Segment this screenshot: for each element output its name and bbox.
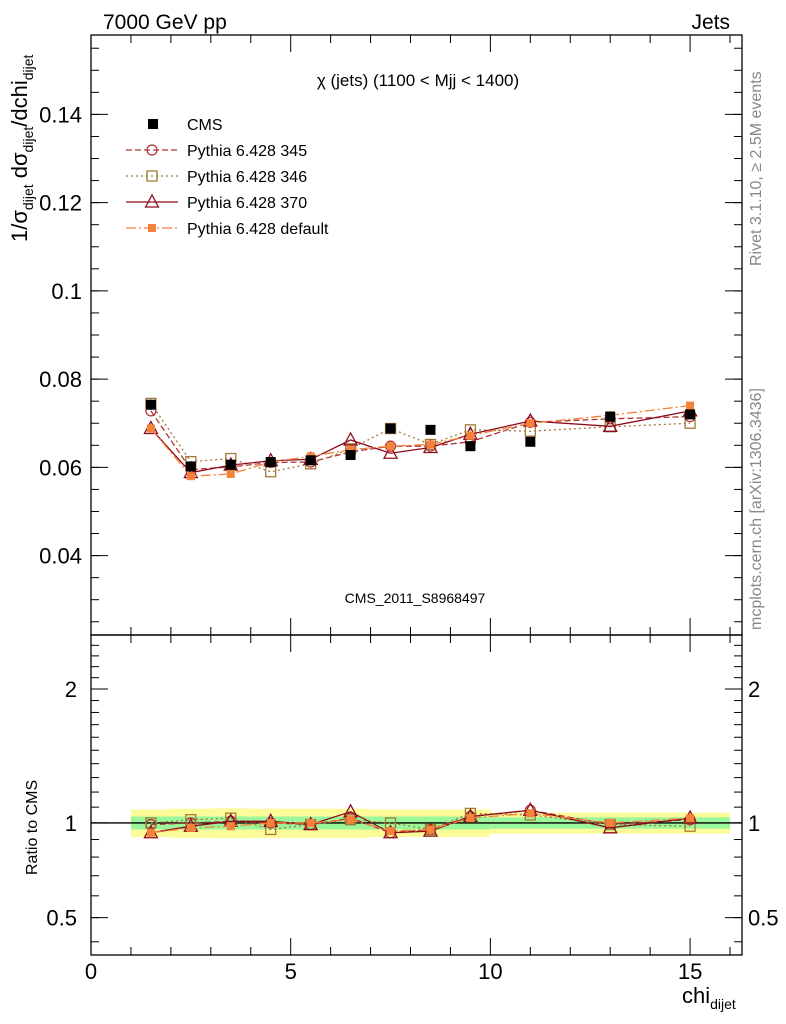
header-left: 7000 GeV pp — [103, 11, 227, 34]
ratio-series-marker — [686, 814, 695, 823]
x-tick-label: 15 — [678, 959, 702, 984]
ratio-series-marker — [186, 823, 195, 832]
ratio-series-line — [150, 812, 691, 834]
header-right: Jets — [691, 11, 730, 34]
legend-marker — [148, 224, 156, 232]
ratio-y-tick-label-right: 1 — [748, 811, 760, 836]
main-y-tick-label: 0.14 — [39, 102, 82, 127]
ratio-series-marker — [386, 827, 395, 836]
legend-marker — [146, 170, 158, 182]
main-y-tick-label: 0.12 — [39, 191, 82, 216]
cms-point — [345, 450, 356, 460]
legend-label: Pythia 6.428 346 — [187, 169, 307, 186]
cms-point — [385, 423, 396, 434]
legend-marker — [144, 193, 160, 208]
cms-point — [265, 457, 276, 468]
ratio-series-marker — [146, 828, 155, 837]
y-axis-title: 1/σdijet dσdijet/dchidijet — [7, 54, 36, 242]
legend: CMS Pythia 6.428 345 Pythia 6.428 346 Pythi… — [126, 117, 329, 238]
cms-point — [305, 455, 316, 466]
cms-point — [185, 461, 196, 472]
series-marker — [226, 469, 235, 478]
cms-point — [225, 459, 236, 470]
ratio-series-marker — [426, 825, 435, 834]
ratio-y-tick-label-right: 2 — [748, 677, 760, 702]
ratio-series-marker — [226, 822, 235, 831]
legend-label: Pythia 6.428 370 — [187, 195, 307, 212]
chart-title: χ (jets) (1100 < Mjj < 1400) — [317, 71, 519, 90]
rivet-label: Rivet 3.1.10, ≥ 2.5M events — [748, 71, 765, 266]
ratio-series-line — [150, 809, 691, 834]
cms-point — [685, 409, 696, 420]
series-marker — [426, 440, 435, 449]
cms-point — [605, 411, 616, 422]
ratio-panel: 0 5 10 15 0.5 0.5 1 1 2 2 — [46, 634, 779, 984]
ratio-y-tick-label: 0.5 — [46, 906, 77, 931]
series-marker — [265, 466, 277, 478]
main-y-tick-label: 0.04 — [39, 544, 82, 569]
series-marker — [186, 472, 195, 481]
cms-point — [525, 436, 536, 447]
series-marker — [386, 442, 395, 451]
legend-label: CMS — [187, 117, 223, 134]
series-line — [150, 410, 691, 471]
watermark: CMS_2011_S8968497 — [345, 590, 486, 606]
legend-label: Pythia 6.428 345 — [187, 143, 307, 160]
series-marker — [526, 419, 535, 428]
cms-point — [465, 441, 476, 452]
series-marker — [602, 417, 618, 432]
ratio-y-tick-label-right: 0.5 — [748, 906, 779, 931]
series-marker — [346, 445, 355, 454]
ratio-series-marker — [526, 809, 535, 818]
cms-point — [425, 424, 436, 435]
series-marker — [382, 444, 399, 459]
x-tick-label: 10 — [478, 959, 502, 984]
main-y-tick-label: 0.08 — [39, 367, 82, 392]
ratio-y-tick-label: 1 — [65, 811, 77, 836]
ratio-series-marker — [346, 815, 355, 824]
x-tick-label: 0 — [85, 959, 97, 984]
x-axis-title: chidijet — [682, 983, 736, 1012]
main-panel: 0.04 0.06 0.08 0.1 0.12 0.14 — [39, 34, 743, 636]
ratio-series-marker — [344, 814, 357, 826]
ratio-series-marker — [466, 814, 475, 823]
ratio-series-marker — [606, 818, 615, 827]
ratio-y-tick-label: 2 — [65, 677, 77, 702]
series-line — [150, 404, 691, 477]
ratio-y-axis-title: Ratio to CMS — [24, 780, 41, 875]
ratio-series-marker — [306, 818, 315, 827]
x-tick-label: 5 — [285, 959, 297, 984]
ratio-series-marker — [266, 818, 275, 827]
main-y-tick-label: 0.06 — [39, 455, 82, 480]
mcplots-label: mcplots.cern.ch [arXiv:1306.3436] — [748, 388, 765, 630]
cms-point — [145, 399, 156, 410]
legend-marker — [146, 144, 158, 156]
series-marker — [343, 431, 359, 446]
legend-marker — [148, 119, 158, 129]
series-marker — [466, 431, 475, 440]
series-marker — [686, 401, 695, 410]
ratio-series-marker — [145, 817, 157, 829]
legend-label: Pythia 6.428 default — [187, 221, 329, 238]
main-y-tick-label: 0.1 — [51, 279, 82, 304]
series-marker — [146, 424, 155, 433]
ratio-frame — [90, 634, 743, 956]
